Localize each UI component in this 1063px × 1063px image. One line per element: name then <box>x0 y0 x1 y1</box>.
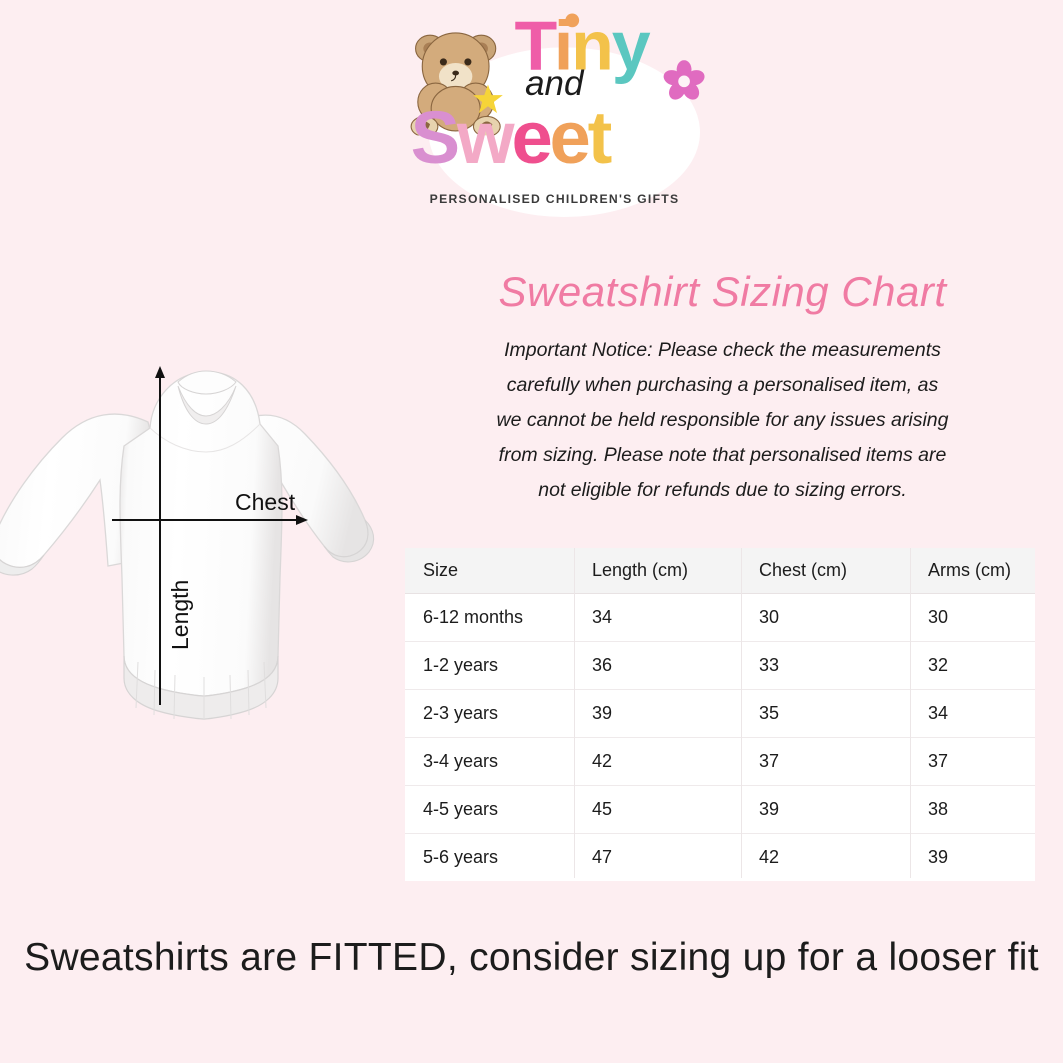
svg-text:Chest: Chest <box>235 489 296 515</box>
svg-text:Length: Length <box>167 580 193 650</box>
